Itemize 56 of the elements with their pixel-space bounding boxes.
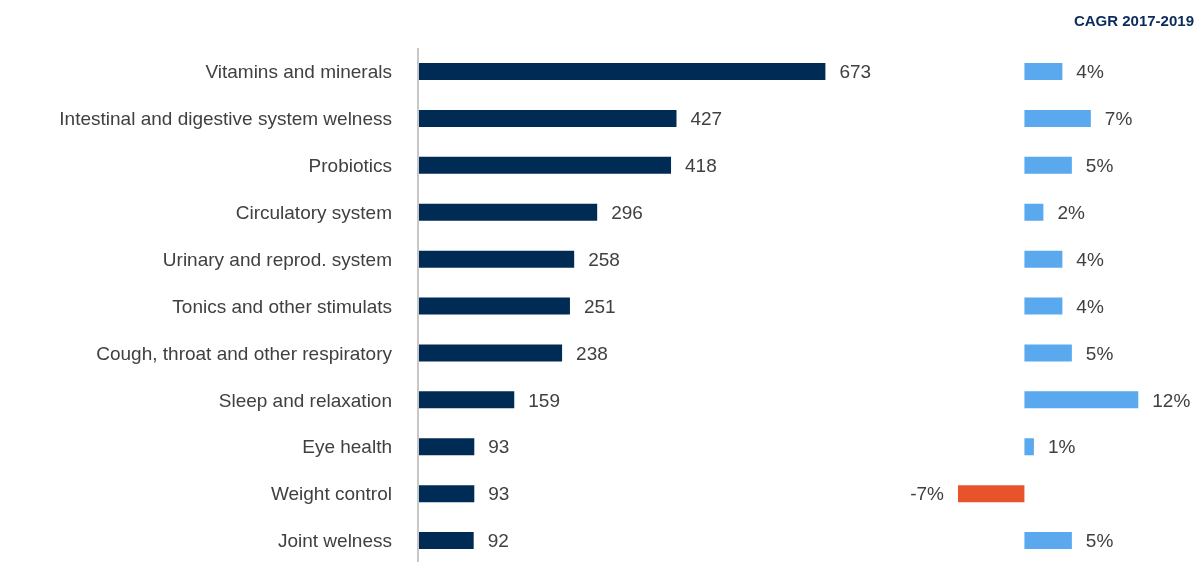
y-tick-label: Weight control	[270, 483, 392, 505]
bar	[418, 485, 475, 503]
y-tick-label: Cough, throat and other respiratory	[96, 342, 393, 364]
bar	[1024, 438, 1034, 456]
data-label: 673	[839, 61, 872, 83]
data-label: 427	[690, 108, 723, 130]
bar	[1024, 63, 1063, 80]
bar	[1024, 109, 1091, 127]
bar	[418, 532, 474, 550]
data-label: 251	[583, 295, 616, 317]
data-label: 5%	[1085, 342, 1114, 364]
data-label: 93	[488, 483, 510, 505]
y-tick-label: Intestinal and digestive system welness	[59, 108, 392, 130]
y-tick-label: Urinary and reprod. system	[162, 248, 392, 270]
y-tick-label: Joint welness	[277, 530, 392, 552]
bar	[1024, 532, 1072, 550]
y-tick-label: Sleep and relaxation	[218, 389, 392, 411]
data-label: 418	[685, 154, 717, 176]
data-label: 5%	[1085, 530, 1114, 552]
data-label: 159	[528, 389, 560, 411]
bar	[418, 297, 570, 315]
bar	[1024, 344, 1072, 362]
y-tick-label: Eye health	[302, 436, 392, 458]
data-label: 7%	[1104, 108, 1133, 130]
data-label: 4%	[1076, 295, 1104, 317]
data-label: 238	[576, 342, 608, 364]
data-label: 12%	[1152, 389, 1191, 411]
bar	[418, 391, 515, 409]
bar	[1024, 297, 1063, 315]
data-label: 4%	[1076, 248, 1104, 270]
y-tick-label: Circulatory system	[235, 201, 392, 223]
data-label: 93	[488, 436, 510, 458]
data-label: 92	[487, 530, 509, 552]
chart-title: CAGR 2017-2019	[1073, 12, 1194, 29]
bar	[1024, 156, 1072, 174]
data-label: 296	[611, 201, 643, 223]
bar	[1024, 391, 1139, 409]
y-tick-label: Tonics and other stimulats	[172, 295, 392, 317]
bar	[957, 485, 1025, 503]
bar	[1024, 250, 1063, 268]
bar	[1024, 203, 1044, 221]
bar	[418, 203, 598, 221]
data-label: 2%	[1057, 201, 1085, 223]
y-tick-label: Probiotics	[308, 155, 392, 177]
bar	[418, 344, 563, 362]
data-label: 1%	[1047, 436, 1076, 458]
data-label: 5%	[1085, 154, 1114, 176]
bar	[418, 63, 826, 80]
bar	[418, 109, 677, 127]
y-tick-label: Vitamins and minerals	[205, 61, 392, 83]
bar	[418, 156, 672, 174]
data-label: 258	[588, 248, 620, 270]
bar	[418, 250, 575, 268]
data-label: 4%	[1076, 61, 1104, 83]
bar	[418, 438, 475, 456]
data-label: -7%	[910, 483, 945, 505]
